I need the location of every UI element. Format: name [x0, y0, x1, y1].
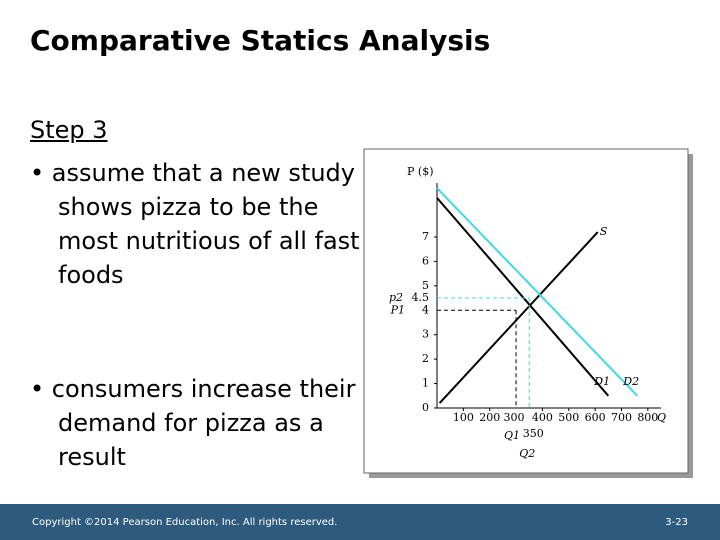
series-line: [438, 231, 599, 404]
x-tick-label: 700: [611, 411, 632, 424]
page-number: 3-23: [665, 517, 688, 528]
quantity-label: Q2: [519, 447, 535, 460]
step: Step 3: [30, 116, 108, 144]
quantity-value: 350: [523, 427, 544, 440]
y-tick-label: 6: [422, 254, 429, 267]
series-line: [436, 197, 610, 397]
slide-title: Comparative Statics Analysis: [30, 24, 491, 57]
y-tick-label: 0: [422, 401, 429, 414]
x-tick-label: 200: [479, 411, 500, 424]
footer: Copyright ©2014 Pearson Education, Inc. …: [0, 504, 720, 540]
price-label: p2: [389, 291, 403, 304]
y-tick-label: 7: [422, 230, 429, 243]
x-tick-label: 100: [453, 411, 474, 424]
quantity-label: Q1: [504, 429, 520, 442]
bullet-text: consumers increase their demand for pizz…: [51, 375, 356, 471]
price-value: 4: [422, 303, 429, 316]
y-tick-label: 1: [422, 377, 429, 390]
copyright: Copyright ©2014 Pearson Education, Inc. …: [32, 517, 338, 528]
y-axis-label: P ($): [407, 165, 433, 178]
chart: P ($) Q 0 1 2 3 5 6 7 100 200 400 500 600 700 800 S D1 D2 4…: [363, 148, 693, 478]
y-tick-label: 3: [422, 328, 429, 341]
bullet-text: assume that a new study shows pizza to b…: [51, 159, 360, 289]
series-label: S: [600, 225, 608, 238]
y-tick-label: 5: [422, 279, 429, 292]
price-label: P1: [390, 303, 405, 316]
x-tick-label: 400: [532, 411, 553, 424]
x-tick-label: 800: [637, 411, 658, 424]
x-tick-label: 600: [585, 411, 606, 424]
x-tick-label: 500: [558, 411, 579, 424]
quantity-value: 300: [504, 411, 525, 424]
x-axis-label: Q: [657, 411, 666, 424]
series-label: D1: [593, 375, 610, 388]
series-line: [436, 187, 639, 397]
y-tick-label: 2: [422, 352, 429, 365]
series-label: D2: [622, 375, 639, 388]
bullet: • consumers increase their demand for pi…: [30, 375, 356, 471]
bullet: • assume that a new study shows pizza to…: [30, 159, 360, 289]
price-value: 4.5: [412, 291, 430, 304]
